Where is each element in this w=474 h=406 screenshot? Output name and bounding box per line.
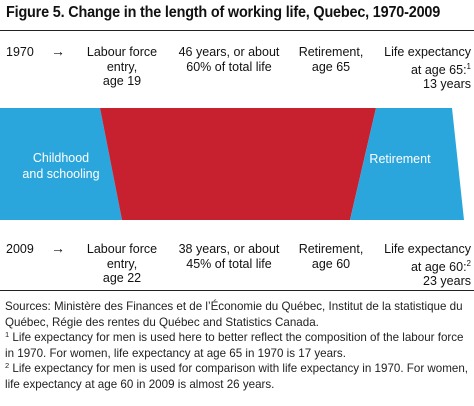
- footnote-ref-1: 1: [466, 61, 471, 71]
- working-life-2009: 38 years, or about 45% of total life: [178, 242, 280, 271]
- life-expectancy-1970: Life expectancy at age 65:1 13 years: [384, 45, 471, 92]
- notes-divider: [0, 290, 474, 291]
- life-stages-band: [0, 108, 474, 220]
- labour-force-entry-1970: Labour force entry, age 19: [86, 45, 158, 88]
- title-divider: [0, 30, 474, 31]
- footnote-2: 2 Life expectancy for men is used for co…: [5, 361, 468, 391]
- working-life-segment: [100, 108, 376, 220]
- year-2009: 2009: [6, 242, 34, 256]
- childhood-label: Childhood and schooling: [22, 151, 100, 181]
- retirement-1970: Retirement, age 65: [298, 45, 364, 74]
- labour-force-entry-2009: Labour force entry, age 22: [86, 242, 158, 285]
- sources-note: Sources: Ministère des Finances et de l’…: [5, 300, 463, 329]
- life-expectancy-2009: Life expectancy at age 60:2 23 years: [384, 242, 471, 289]
- footnote-1: 1 Life expectancy for men is used here t…: [5, 330, 464, 360]
- arrow-right-icon: →: [51, 240, 65, 256]
- arrow-right-icon: →: [51, 43, 65, 59]
- retirement-2009: Retirement, age 60: [298, 242, 364, 271]
- working-life-1970: 46 years, or about 60% of total life: [178, 45, 280, 74]
- footnote-ref-2: 2: [466, 258, 471, 268]
- figure-title: Figure 5. Change in the length of workin…: [6, 4, 441, 21]
- childhood-segment: [0, 108, 122, 220]
- year-1970: 1970: [6, 45, 34, 59]
- retirement-label: Retirement: [369, 152, 431, 166]
- retirement-segment: [350, 108, 464, 220]
- notes-section: Sources: Ministère des Finances et de l’…: [5, 299, 471, 393]
